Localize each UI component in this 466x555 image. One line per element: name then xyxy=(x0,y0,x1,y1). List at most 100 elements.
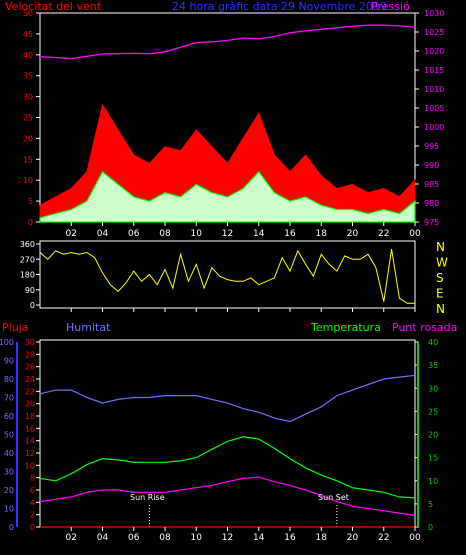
wind-y-tick-label: 0 xyxy=(28,218,33,227)
temperature-y-tick-label: 30 xyxy=(428,384,438,393)
pressure-y-tick-label: 980 xyxy=(424,199,439,208)
wind-y-tick-label: 5 xyxy=(28,197,33,206)
x-tick-label: 12 xyxy=(222,533,233,543)
humidity-y-tick-label: 90 xyxy=(4,357,14,366)
humidity-y-tick-label: 20 xyxy=(4,486,14,495)
rain-y-tick-label: 10 xyxy=(25,461,35,470)
humidity-y-tick-label: 10 xyxy=(4,505,14,514)
pressure-y-tick-label: 1030 xyxy=(424,9,444,18)
rain-y-tick-label: 2 xyxy=(30,511,35,520)
pressure-y-tick-label: 1005 xyxy=(424,104,444,113)
lower-series xyxy=(39,374,416,528)
direction-series xyxy=(39,249,415,304)
temperature-y-tick-label: 20 xyxy=(428,431,438,440)
x-tick-label: 08 xyxy=(159,533,171,543)
x-tick-label: 10 xyxy=(191,229,203,239)
rain-y-tick-label: 0 xyxy=(30,523,35,532)
wind-y-tick-label: 40 xyxy=(23,51,33,60)
x-tick-label: 00 xyxy=(409,533,421,543)
rain-y-tick-label: 24 xyxy=(25,375,35,384)
pressure-series xyxy=(39,24,416,60)
humidity-y-tick-label: 0 xyxy=(9,523,14,532)
x-tick-label: 02 xyxy=(66,229,77,239)
wind-y-tick-label: 35 xyxy=(23,72,33,81)
wind-axes: 0510152025303540455097598098599099510001… xyxy=(23,9,445,227)
sunset-label: Sun Set xyxy=(318,493,349,502)
rain-y-tick-label: 18 xyxy=(25,412,35,421)
temperature-y-tick-label: 10 xyxy=(428,477,438,486)
rain-y-tick-label: 14 xyxy=(25,437,35,446)
humidity-y-tick-label: 70 xyxy=(4,394,14,403)
direction-panel-frame xyxy=(39,240,416,309)
pressure-label: Pressió xyxy=(371,0,410,13)
wind-y-tick-label: 25 xyxy=(23,114,33,123)
series-wind-direction xyxy=(39,249,415,304)
x-tick-label: 14 xyxy=(253,229,265,239)
series-temperature xyxy=(39,436,416,499)
x-tick-label: 06 xyxy=(128,229,140,239)
compass-label: N xyxy=(436,240,445,254)
direction-y-tick-label: 0 xyxy=(30,301,35,310)
x-ticks: 02 02 04 04 06 06 08 08 10 10 12 12 14 14 16 16 18 18 20 20… xyxy=(66,222,421,543)
rain-y-tick-label: 28 xyxy=(25,350,35,359)
pressure-y-tick-label: 995 xyxy=(424,142,439,151)
humidity-y-tick-label: 60 xyxy=(4,412,14,421)
compass-label: W xyxy=(436,256,448,270)
x-tick-label: 20 xyxy=(347,533,359,543)
x-tick-label: 22 xyxy=(378,533,389,543)
rain-y-tick-label: 22 xyxy=(25,387,35,396)
x-tick-label: 18 xyxy=(316,533,328,543)
x-tick-label: 18 xyxy=(316,229,328,239)
temperature-label: Temperatura xyxy=(310,321,381,334)
series-pressure xyxy=(39,24,416,60)
direction-y-tick-label: 270 xyxy=(20,255,35,264)
x-tick-label: 04 xyxy=(97,533,109,543)
temperature-y-tick-label: 25 xyxy=(428,407,438,416)
pressure-y-tick-label: 985 xyxy=(424,180,439,189)
rain-y-tick-label: 4 xyxy=(30,498,35,507)
wind-chart-label: Velocitat del vent xyxy=(5,0,102,13)
direction-y-tick-label: 180 xyxy=(20,271,35,280)
humidity-y-tick-label: 50 xyxy=(4,431,14,440)
compass-label: S xyxy=(436,271,444,285)
rain-y-tick-label: 8 xyxy=(30,474,35,483)
humidity-y-tick-label: 80 xyxy=(4,375,14,384)
rain-y-tick-label: 26 xyxy=(25,363,35,372)
pressure-y-tick-label: 990 xyxy=(424,161,439,170)
x-tick-label: 12 xyxy=(222,229,233,239)
rain-y-tick-label: 12 xyxy=(25,449,35,458)
lower-axes: 0102030405060708090100024681012141618202… xyxy=(0,338,438,532)
x-tick-label: 02 xyxy=(66,533,77,543)
series-dewpoint xyxy=(39,476,416,516)
direction-y-tick-label: 360 xyxy=(20,240,35,249)
pressure-y-tick-label: 1015 xyxy=(424,66,444,75)
compass-label: N xyxy=(436,302,445,316)
humidity-label: Humitat xyxy=(66,321,111,334)
lower-panel-frame xyxy=(39,339,416,528)
rain-y-tick-label: 20 xyxy=(25,400,35,409)
rain-y-tick-label: 30 xyxy=(25,338,35,347)
humidity-y-tick-label: 30 xyxy=(4,468,14,477)
wind-y-tick-label: 45 xyxy=(23,30,33,39)
series-humidity xyxy=(39,374,416,423)
temperature-y-tick-label: 40 xyxy=(428,338,438,347)
x-tick-label: 14 xyxy=(253,533,265,543)
rain-label: Pluja xyxy=(2,321,28,334)
x-tick-label: 08 xyxy=(159,229,171,239)
pressure-y-tick-label: 975 xyxy=(424,218,439,227)
direction-y-tick-label: 90 xyxy=(25,286,35,295)
x-tick-label: 04 xyxy=(97,229,109,239)
pressure-y-tick-label: 1025 xyxy=(424,28,444,37)
wind-y-tick-label: 15 xyxy=(23,155,33,164)
dewpoint-label: Punt rosada xyxy=(392,321,457,334)
wind-y-tick-label: 10 xyxy=(23,176,33,185)
x-tick-label: 16 xyxy=(284,229,296,239)
wind-y-tick-label: 20 xyxy=(23,134,33,143)
x-tick-label: 06 xyxy=(128,533,140,543)
rain-y-tick-label: 16 xyxy=(25,424,35,433)
rain-y-tick-label: 6 xyxy=(30,486,35,495)
pressure-y-tick-label: 1010 xyxy=(424,85,444,94)
pressure-y-tick-label: 1000 xyxy=(424,123,444,132)
